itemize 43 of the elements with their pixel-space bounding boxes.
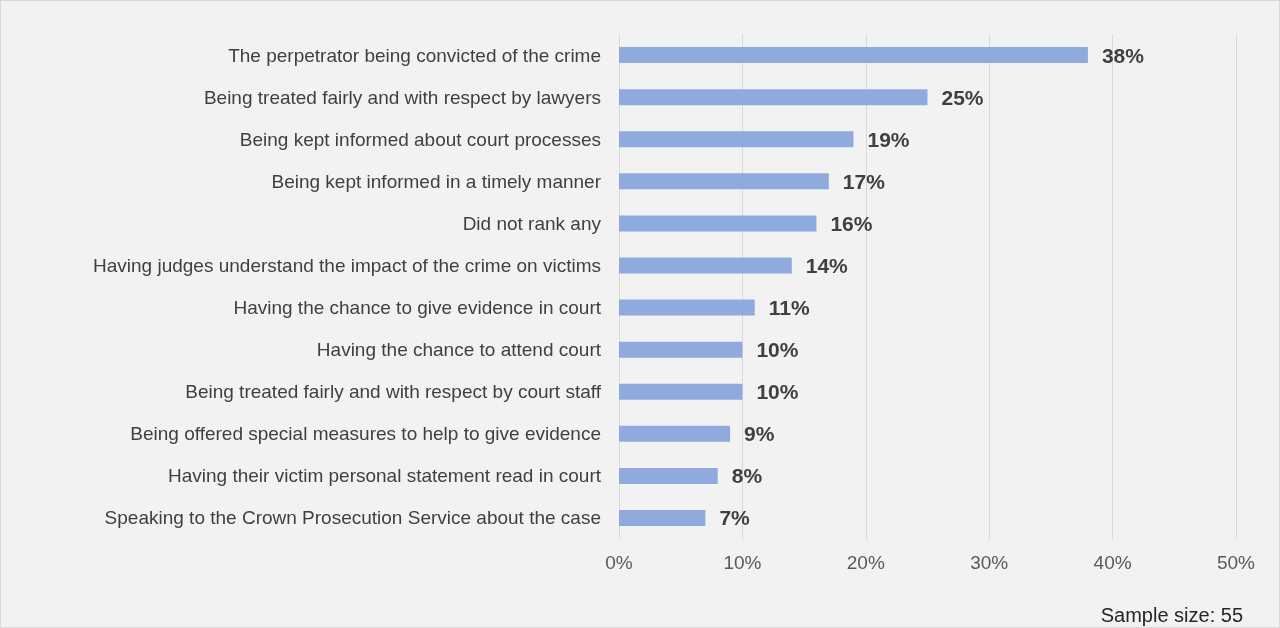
x-tick-label: 20% <box>846 552 885 573</box>
data-label: 19% <box>867 127 910 151</box>
y-tick-label: Being kept informed about court processes <box>239 128 601 150</box>
text: Sample size: 55 <box>1100 604 1243 626</box>
y-tick-label: Being offered special measures to help to give evidence <box>130 423 601 445</box>
x-tick-label: 40% <box>1093 552 1132 573</box>
y-tick-label: Did not rank any <box>462 212 602 234</box>
data-label: 8% <box>731 464 763 488</box>
bar <box>619 425 731 442</box>
y-tick-label: Being kept informed in a timely manner <box>271 170 602 192</box>
bar <box>619 467 718 484</box>
data-label: 17% <box>842 169 886 193</box>
data-label: 9% <box>744 422 775 446</box>
bar <box>619 173 829 190</box>
y-tick-label: Having the chance to give evidence in court <box>233 297 602 319</box>
bar <box>619 341 743 358</box>
y-tick-label: Being treated fairly and with respect by lawyers <box>203 86 601 108</box>
bar <box>619 383 743 400</box>
y-tick-label: Having their victim personal statement read in court <box>168 465 602 487</box>
data-label: 11% <box>768 296 810 320</box>
bar <box>619 299 755 316</box>
bar <box>619 509 706 526</box>
bar <box>619 215 817 232</box>
x-tick-label: 0% <box>605 552 633 573</box>
x-tick-label: 50% <box>1216 552 1256 573</box>
data-label: 16% <box>830 211 873 235</box>
data-label: 10% <box>756 338 799 362</box>
bar <box>619 89 928 106</box>
data-label: 25% <box>941 85 984 109</box>
y-tick-label: Having judges understand the impact of the crime on victims <box>93 254 601 276</box>
y-tick-label: Speaking to the Crown Prosecution Service about the case <box>104 507 601 529</box>
bar <box>619 47 1088 64</box>
y-tick-label: Being treated fairly and with respect by court staff <box>185 381 602 403</box>
data-label: 7% <box>719 506 751 530</box>
data-label: 10% <box>756 380 799 404</box>
bar <box>619 257 792 274</box>
data-label: 38% <box>1101 43 1145 67</box>
y-tick-label: The perpetrator being convicted of the crime <box>228 44 601 66</box>
data-label: 14% <box>805 253 849 277</box>
x-tick-label: 10% <box>723 552 762 573</box>
x-tick-label: 30% <box>970 552 1009 573</box>
bar <box>619 131 854 148</box>
y-tick-label: Having the chance to attend court <box>316 339 602 361</box>
